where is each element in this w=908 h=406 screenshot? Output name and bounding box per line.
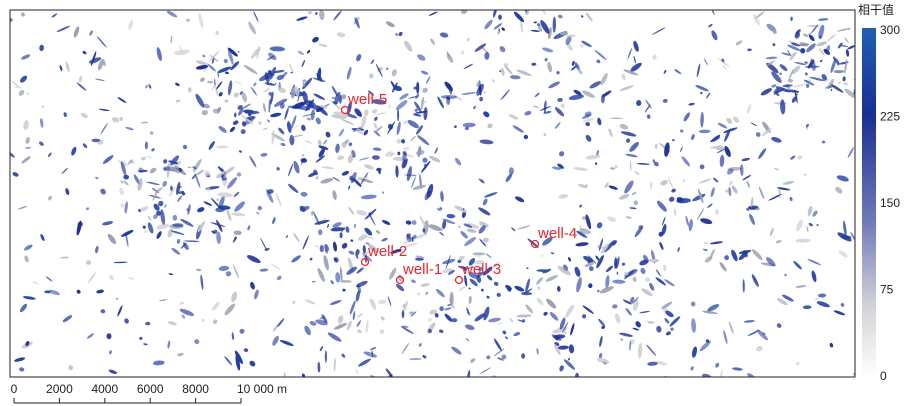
- texture-stroke: [574, 387, 578, 389]
- texture-stroke: [318, 229, 322, 235]
- texture-stroke: [92, 139, 101, 143]
- texture-stroke: [472, 252, 485, 255]
- texture-stroke: [518, 402, 526, 405]
- texture-stroke: [489, 387, 504, 398]
- texture-stroke: [234, 113, 236, 118]
- colorbar-tick-label: 0: [880, 369, 887, 383]
- scalebar-label: 4000: [91, 382, 118, 396]
- texture-stroke: [650, 390, 659, 401]
- texture-stroke: [531, 395, 538, 398]
- texture-stroke: [600, 402, 610, 406]
- texture-stroke: [434, 0, 443, 8]
- texture-stroke: [478, 0, 481, 6]
- well-label: well-4: [537, 225, 577, 242]
- well-label: well-1: [402, 261, 442, 278]
- texture-stroke: [561, 393, 574, 404]
- colorbar-tick-label: 300: [880, 23, 900, 37]
- texture-stroke: [325, 350, 327, 362]
- texture-stroke: [506, 0, 515, 3]
- texture-stroke: [481, 379, 486, 386]
- colorbar-tick-label: 225: [880, 110, 900, 124]
- texture-stroke: [448, 378, 454, 387]
- texture-stroke: [605, 380, 608, 383]
- map-view: 相干值 well-5 well-2well-1 well-3 well-4 0 75 150…: [0, 0, 908, 406]
- texture-stroke: [587, 377, 593, 380]
- texture-stroke: [619, 393, 624, 397]
- texture-stroke: [544, 400, 556, 406]
- scalebar-label: 2000: [46, 382, 73, 396]
- texture-stroke: [519, 384, 524, 389]
- texture-stroke: [577, 390, 580, 392]
- well-label: well-5: [347, 91, 387, 108]
- texture-stroke: [513, 5, 525, 10]
- map-background: [10, 10, 855, 377]
- texture-stroke: [560, 402, 566, 406]
- texture-stroke: [472, 390, 484, 399]
- texture-stroke: [445, 1, 449, 4]
- colorbar: [862, 28, 876, 377]
- colorbar-tick-label: 75: [880, 283, 894, 297]
- texture-stroke: [537, 269, 548, 272]
- colorbar-title: 相干值: [858, 2, 894, 17]
- texture-stroke: [402, 310, 405, 318]
- texture-stroke: [589, 266, 594, 271]
- texture-stroke: [536, 0, 540, 2]
- colorbar-tick-label: 150: [880, 196, 900, 210]
- texture-stroke: [658, 382, 667, 396]
- texture-stroke: [631, 391, 641, 400]
- scalebar-label: 8000: [182, 382, 209, 396]
- texture-stroke: [511, 0, 523, 2]
- scalebar-label: 0: [11, 382, 18, 396]
- texture-stroke: [145, 322, 150, 326]
- texture-stroke: [595, 162, 597, 165]
- texture-stroke: [532, 0, 539, 1]
- texture-stroke: [320, 245, 324, 252]
- well-label: well-2: [367, 243, 407, 260]
- texture-stroke: [416, 82, 419, 94]
- well-label: well-3: [461, 261, 501, 278]
- texture-stroke: [403, 0, 410, 4]
- texture-stroke: [589, 402, 594, 406]
- scalebar-label: 6000: [137, 382, 164, 396]
- texture-stroke: [245, 111, 260, 115]
- texture-stroke: [857, 57, 862, 62]
- scalebar-label: 10 000 m: [237, 382, 287, 396]
